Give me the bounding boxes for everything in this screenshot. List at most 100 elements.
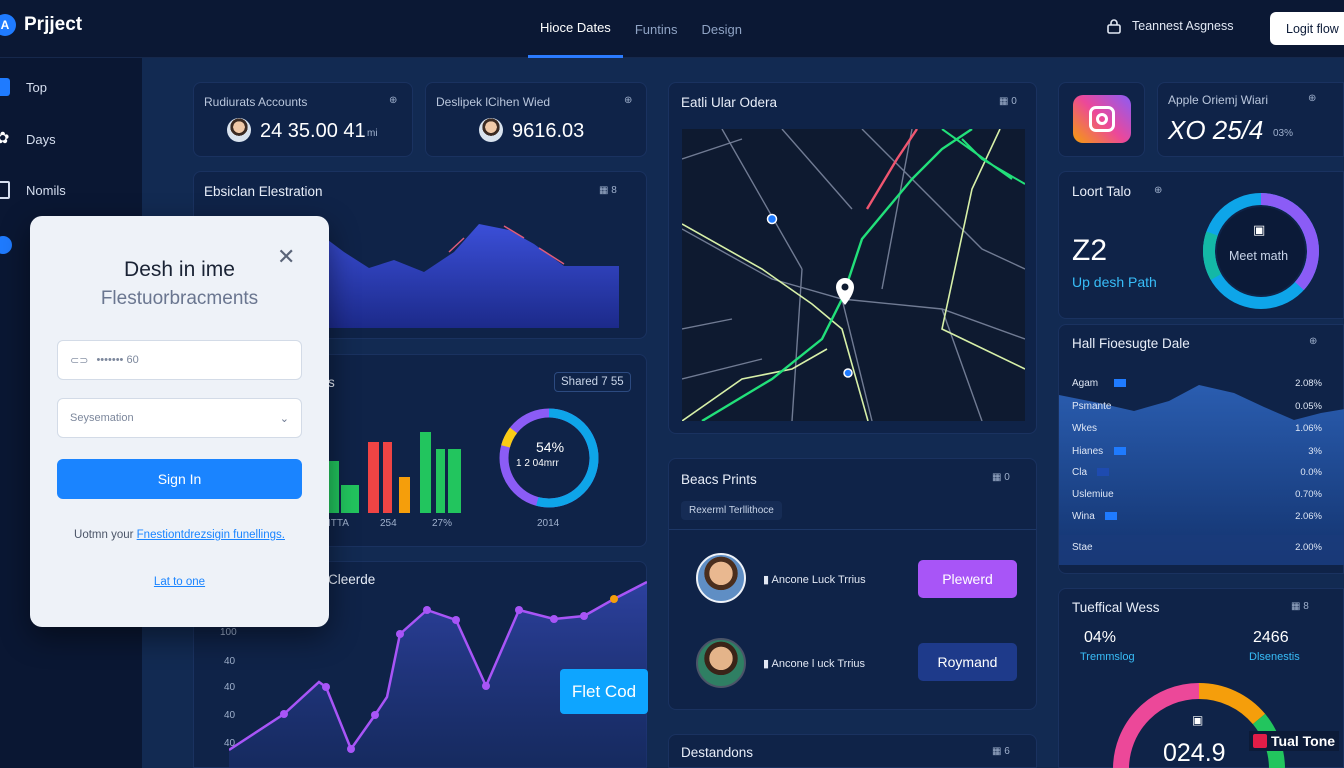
sidebar-item-label: Nomils xyxy=(26,182,66,198)
close-icon[interactable]: ✕ xyxy=(277,244,296,269)
main-nav: Hioce Dates Funtins Design xyxy=(528,0,754,58)
line-point[interactable] xyxy=(322,683,330,691)
map-dot[interactable] xyxy=(843,368,853,378)
people-card: Beacs Prints ▦ 0 Rexerml Terllithoce ▮ A… xyxy=(668,458,1037,710)
line-tooltip: Flet Cod xyxy=(560,669,648,714)
login-button[interactable]: Logit flow xyxy=(1270,12,1344,45)
stat-card-clients[interactable]: Deslipek lCihen Wied ⊕ 9616.03 xyxy=(425,82,647,157)
avatar xyxy=(696,553,746,603)
line-point[interactable] xyxy=(347,745,355,753)
line-point[interactable] xyxy=(515,606,523,614)
sidebar-item-nomils[interactable]: Nomils xyxy=(0,181,66,199)
line-point[interactable] xyxy=(423,606,431,614)
map-route-alert xyxy=(865,129,918,210)
mode-select[interactable]: Seysemation ⌄ xyxy=(57,398,302,438)
app-logo[interactable]: A Prjject xyxy=(0,14,82,36)
line-point[interactable] xyxy=(452,616,460,624)
print-icon: ▣ xyxy=(1192,713,1204,727)
right-value: 2466 xyxy=(1253,629,1289,646)
tab-functions[interactable]: Funtins xyxy=(634,21,678,37)
row-value: 2.00% xyxy=(1295,542,1322,553)
line-area xyxy=(229,582,647,768)
row-label: Hianes xyxy=(1072,446,1104,457)
back-link[interactable]: Lat to one xyxy=(153,576,206,588)
gear-icon: ✿ xyxy=(0,130,10,147)
right-label: Dlsenestis xyxy=(1249,651,1300,663)
logo-icon: A xyxy=(0,14,16,36)
row-value: 2.06% xyxy=(1295,511,1322,522)
grid-icon[interactable]: ▦ 8 xyxy=(599,185,617,196)
tone-badge[interactable]: Tual Tone xyxy=(1249,731,1340,751)
tab-design[interactable]: Design xyxy=(701,21,742,37)
ring-fill xyxy=(499,408,599,508)
ring-chart xyxy=(499,408,599,508)
app-stat-card[interactable]: Apple Oriemj Wiari ⊕ XO 25/4 03% xyxy=(1157,82,1344,157)
line-point-highlight[interactable] xyxy=(610,595,618,603)
people-tag[interactable]: Rexerml Terllithoce xyxy=(681,501,782,520)
route-map[interactable] xyxy=(682,129,1025,421)
line-point[interactable] xyxy=(550,615,558,623)
bar xyxy=(436,449,445,513)
user-menu[interactable]: Teannest Asgness xyxy=(1106,18,1233,34)
line-point[interactable] xyxy=(371,711,379,719)
modal-subtitle: Flestuorbracments xyxy=(100,288,259,309)
camera-app-icon xyxy=(1073,95,1131,143)
card-title: Eatli Ular Odera xyxy=(681,95,778,110)
tab-dates[interactable]: Hioce Dates xyxy=(528,0,623,58)
person-action-button[interactable]: Roymand xyxy=(918,643,1017,681)
sidebar-item-days[interactable]: ✿ Days xyxy=(0,130,56,148)
settings-icon[interactable]: ⊕ xyxy=(624,95,633,106)
stat-card-accounts[interactable]: Rudiurats Accounts ⊕ 24 35.00 41 mi xyxy=(193,82,413,157)
person-action-button[interactable]: Plewerd xyxy=(918,560,1017,598)
chevron-down-icon: ⌄ xyxy=(279,412,289,425)
grid-icon[interactable]: ▦ 6 xyxy=(992,746,1010,757)
line-point[interactable] xyxy=(396,630,404,638)
stat-value: 9616.03 xyxy=(512,120,585,142)
bar xyxy=(368,442,379,513)
row-value: 3% xyxy=(1308,446,1322,457)
settings-icon[interactable]: ⊕ xyxy=(1308,93,1317,104)
shared-badge[interactable]: Shared 7 55 xyxy=(554,372,631,392)
map-pin-icon[interactable] xyxy=(836,278,854,305)
hold-area xyxy=(1059,385,1344,565)
settings-icon[interactable]: ⊕ xyxy=(389,95,398,106)
image-icon: ▣ xyxy=(1253,222,1266,237)
row-value: 0.05% xyxy=(1295,401,1322,412)
bar-label: 27% xyxy=(432,518,453,529)
hold-area-chart xyxy=(1059,385,1344,565)
sidebar-active-icon[interactable] xyxy=(0,236,12,254)
line-point[interactable] xyxy=(280,710,288,718)
person-name: ▮ Ancone Luck Trrius xyxy=(763,574,866,586)
ring-label: 2014 xyxy=(537,518,560,529)
stat-value: 24 35.00 41 xyxy=(260,120,366,142)
row-label: Uslemiue xyxy=(1072,489,1114,500)
y-tick: 40 xyxy=(224,738,236,749)
gauge-value: 024.9 xyxy=(1163,739,1226,767)
y-tick: 40 xyxy=(224,656,236,667)
person-name: ▮ Ancone l uck Trrius xyxy=(763,658,866,670)
key-icon: ⊂⊃ xyxy=(70,354,89,367)
sign-in-button[interactable]: Sign In xyxy=(57,459,302,499)
settings-icon[interactable]: ⊕ xyxy=(1309,336,1318,347)
grid-icon[interactable]: ▦ 8 xyxy=(1291,601,1309,612)
bar xyxy=(448,449,461,513)
bar xyxy=(399,477,410,513)
modal-title: Desh in ime xyxy=(124,258,235,281)
map-route-primary xyxy=(701,129,973,421)
grid-icon[interactable]: ▦ 0 xyxy=(999,96,1017,107)
terms-link[interactable]: Fnestiontdrezsigin funellings. xyxy=(136,529,285,541)
modal-bottom: Lat to one xyxy=(30,576,329,588)
elevation-highlight xyxy=(448,225,565,265)
map-dot[interactable] xyxy=(766,213,778,225)
row-swatch xyxy=(1097,468,1109,476)
line-point[interactable] xyxy=(482,682,490,690)
grid-icon[interactable]: ▦ 0 xyxy=(992,472,1010,483)
bar xyxy=(329,461,339,513)
views-card: Tueffical Wess ▦ 8 04% Tremmslog 2466 Dl… xyxy=(1058,588,1344,768)
app-icon-card[interactable] xyxy=(1058,82,1145,157)
sidebar-item-top[interactable]: Top xyxy=(0,78,47,96)
line-point[interactable] xyxy=(580,612,588,620)
password-field[interactable]: ⊂⊃ ••••••• 60 xyxy=(57,340,302,380)
avatar xyxy=(479,118,503,142)
settings-icon[interactable]: ⊕ xyxy=(1154,185,1163,196)
